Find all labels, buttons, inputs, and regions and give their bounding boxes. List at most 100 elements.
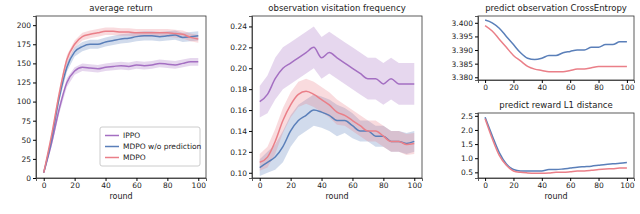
y-axis: 0.100.120.140.160.180.200.220.24	[230, 17, 252, 179]
y-tick-mark	[475, 64, 478, 65]
y-tick: 175	[17, 40, 36, 49]
x-tick-label: 0	[258, 181, 263, 190]
axis-line	[249, 17, 253, 179]
y-tick: 0.16	[230, 106, 252, 115]
y-tick-label: 175	[17, 40, 32, 49]
title: average return	[89, 3, 153, 13]
x-tick: 0	[483, 178, 488, 190]
y-tick-label: 0.20	[230, 64, 247, 73]
y-axis: 0.51.01.52.02.5	[461, 112, 478, 179]
x-tick: 80	[594, 178, 604, 190]
x-axis: 020406080100	[253, 178, 423, 190]
y-axis: 0255075100125150175200	[17, 17, 37, 183]
y-tick-mark	[33, 159, 36, 160]
axis-line	[475, 17, 479, 81]
x-tick-label: 20	[509, 181, 519, 190]
y-tick-mark	[33, 140, 36, 141]
y-tick: 0.14	[230, 127, 252, 136]
y-tick-mark	[249, 26, 252, 27]
x-tick-label: 80	[594, 181, 604, 190]
y-tick-label: 0.24	[230, 22, 247, 31]
x-tick-label: 0	[483, 83, 488, 92]
y-tick-mark	[475, 158, 478, 159]
y-tick: 2.5	[461, 112, 478, 121]
x-tick: 100	[620, 178, 635, 190]
y-tick-label: 150	[17, 59, 32, 68]
axis-line	[479, 81, 635, 84]
y-tick-mark	[475, 36, 478, 37]
y-tick-label: 3.390	[452, 46, 474, 55]
x-axis-title: round	[544, 192, 567, 201]
y-tick-label: 0.18	[230, 85, 247, 94]
error-band	[260, 79, 415, 171]
x-tick-label: 0	[483, 181, 488, 190]
series-line	[485, 20, 627, 59]
y-tick-mark	[249, 173, 252, 174]
x-tick: 40	[538, 80, 548, 92]
y-tick-mark	[475, 116, 478, 117]
x-tick-label: 60	[132, 181, 142, 190]
y-tick: 50	[21, 136, 36, 145]
frame	[36, 16, 206, 178]
y-tick: 200	[17, 21, 36, 30]
legend-label: IPPO	[123, 131, 140, 140]
legend-label: MDPO	[123, 153, 146, 162]
y-tick-label: 0.16	[230, 106, 247, 115]
axis-line	[37, 179, 207, 182]
y-tick-mark	[475, 23, 478, 24]
x-axis: 020406080100	[37, 178, 207, 190]
title: predict observation CrossEntropy	[485, 3, 627, 13]
y-tick-label: 100	[17, 97, 32, 106]
y-tick: 3.400	[452, 19, 478, 28]
x-tick-label: 20	[70, 181, 80, 190]
x-tick: 60	[566, 80, 576, 92]
y-tick: 75	[21, 117, 36, 126]
legend-swatch	[105, 157, 119, 159]
y-tick: 1.5	[461, 140, 478, 149]
x-tick: 60	[348, 178, 358, 190]
legend-swatch	[105, 146, 119, 148]
x-tick: 0	[42, 178, 47, 190]
y-tick-mark	[475, 172, 478, 173]
x-tick-label: 0	[42, 181, 47, 190]
x-tick-label: 40	[538, 181, 548, 190]
y-tick-mark	[33, 63, 36, 64]
y-tick-label: 2.0	[461, 126, 473, 135]
x-tick-label: 60	[566, 83, 576, 92]
figure: average return02040608010002550751001251…	[0, 0, 640, 214]
y-tick-label: 0	[26, 174, 31, 183]
legend-label: MDPO w/o prediction	[123, 142, 202, 151]
axis-line	[479, 179, 635, 182]
y-tick: 25	[21, 155, 36, 164]
y-tick-label: 0.22	[230, 43, 247, 52]
y-tick-mark	[249, 152, 252, 153]
x-tick-label: 80	[163, 181, 173, 190]
frame	[478, 113, 634, 178]
x-tick: 80	[379, 178, 389, 190]
x-tick: 0	[483, 80, 488, 92]
y-tick-mark	[249, 131, 252, 132]
y-tick-mark	[249, 110, 252, 111]
y-tick-label: 3.400	[452, 19, 474, 28]
y-tick-mark	[33, 178, 36, 179]
x-tick-label: 100	[408, 181, 423, 190]
panel: predict reward L1 distance0204060801000.…	[461, 100, 635, 201]
y-tick-label: 25	[21, 155, 31, 164]
panel: average return02040608010002550751001251…	[17, 3, 207, 201]
axis-line	[253, 179, 423, 182]
x-tick: 20	[509, 80, 519, 92]
x-tick: 20	[509, 178, 519, 190]
panel: observation visitation frequency02040608…	[230, 3, 422, 201]
x-tick: 100	[408, 178, 423, 190]
y-tick: 0.24	[230, 22, 252, 31]
y-tick: 100	[17, 97, 36, 106]
plot-area	[485, 117, 627, 173]
y-tick-label: 3.385	[452, 60, 474, 69]
x-tick-label: 40	[317, 181, 327, 190]
plot-area	[260, 26, 415, 175]
y-tick: 2.0	[461, 126, 478, 135]
x-tick-label: 40	[101, 181, 111, 190]
legend-swatch	[105, 135, 119, 137]
x-axis-title: round	[109, 192, 132, 201]
y-tick-mark	[33, 44, 36, 45]
